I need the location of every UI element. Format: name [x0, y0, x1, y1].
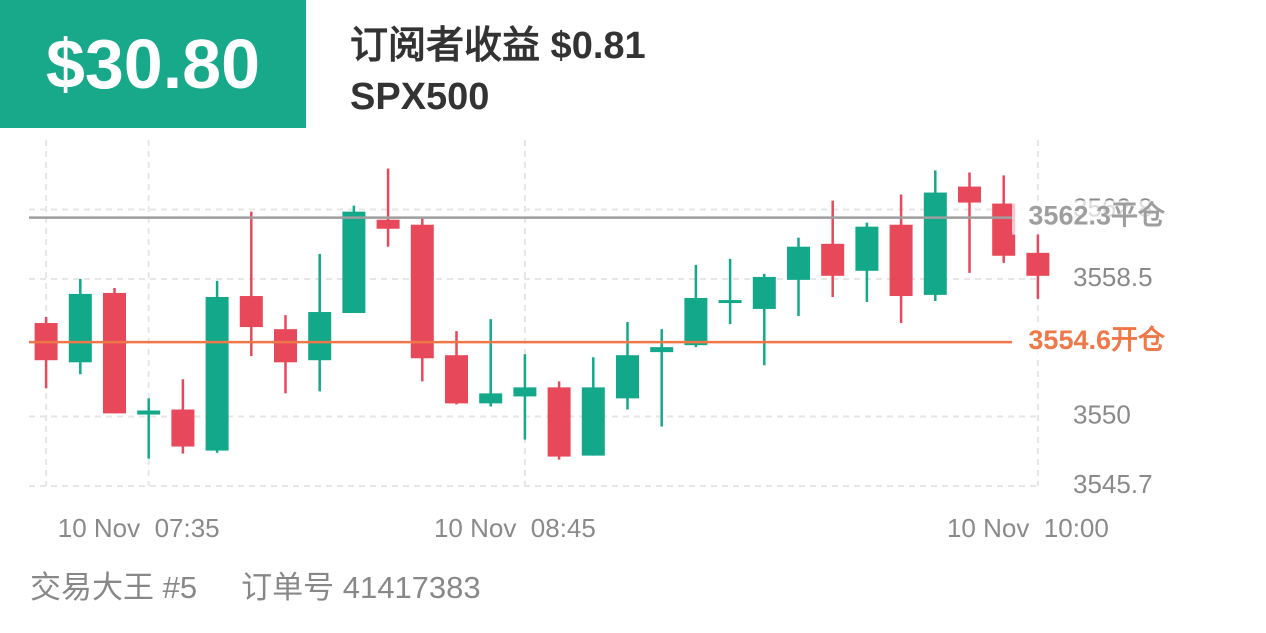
symbol: SPX500: [350, 76, 490, 118]
candle-body: [958, 186, 981, 203]
close-line-label-bg: [1012, 200, 1172, 235]
y-tick-label: 3545.7: [1073, 469, 1153, 499]
x-tick-label: 10 Nov 07:35: [58, 513, 220, 543]
candle-body: [308, 312, 332, 361]
title: 订阅者收益 $0.81: [350, 25, 646, 67]
candle-body: [684, 297, 708, 346]
candle-body: [68, 293, 92, 363]
candle-body: [513, 387, 537, 397]
candle-body: [923, 192, 947, 295]
candle-body: [718, 300, 742, 304]
candle-body: [205, 296, 229, 451]
candle-body: [342, 211, 366, 313]
candle-body: [752, 276, 776, 309]
footer: 交易大王 #5 订单号 41417383: [30, 562, 525, 607]
open-line-label-bg: [1012, 325, 1172, 360]
candle-body: [239, 296, 263, 328]
x-tick-label: 10 Nov 08:45: [434, 513, 596, 543]
candle-body: [992, 203, 1016, 256]
order-number: 订单号 41417383: [241, 570, 481, 605]
y-tick-label: 3550: [1073, 399, 1131, 429]
x-tick-label: 10 Nov 10:00: [947, 513, 1109, 543]
candle-body: [855, 226, 879, 271]
y-tick-label: 3558.5: [1073, 262, 1153, 292]
candle-body: [821, 243, 845, 276]
candle-body: [650, 347, 674, 353]
candle-body: [787, 246, 810, 280]
candle-body: [445, 355, 468, 404]
candle-body: [410, 224, 434, 359]
candle-body: [479, 393, 503, 404]
amount-badge: $30.80: [0, 0, 306, 128]
candle-body: [103, 292, 126, 414]
candle-body: [547, 387, 571, 457]
candle-body: [274, 329, 297, 363]
open-line-label: 3554.6开仓: [1028, 325, 1166, 355]
candle-body: [889, 224, 913, 297]
candle-body: [616, 355, 639, 399]
close-line-label: 3562.3平仓: [1028, 201, 1166, 231]
candle-body: [581, 387, 605, 456]
candle-body: [376, 219, 400, 229]
candle-body: [137, 410, 161, 415]
trader: 交易大王 #5: [30, 570, 198, 605]
candle-body: [171, 409, 195, 447]
candle-body: [1026, 252, 1050, 276]
